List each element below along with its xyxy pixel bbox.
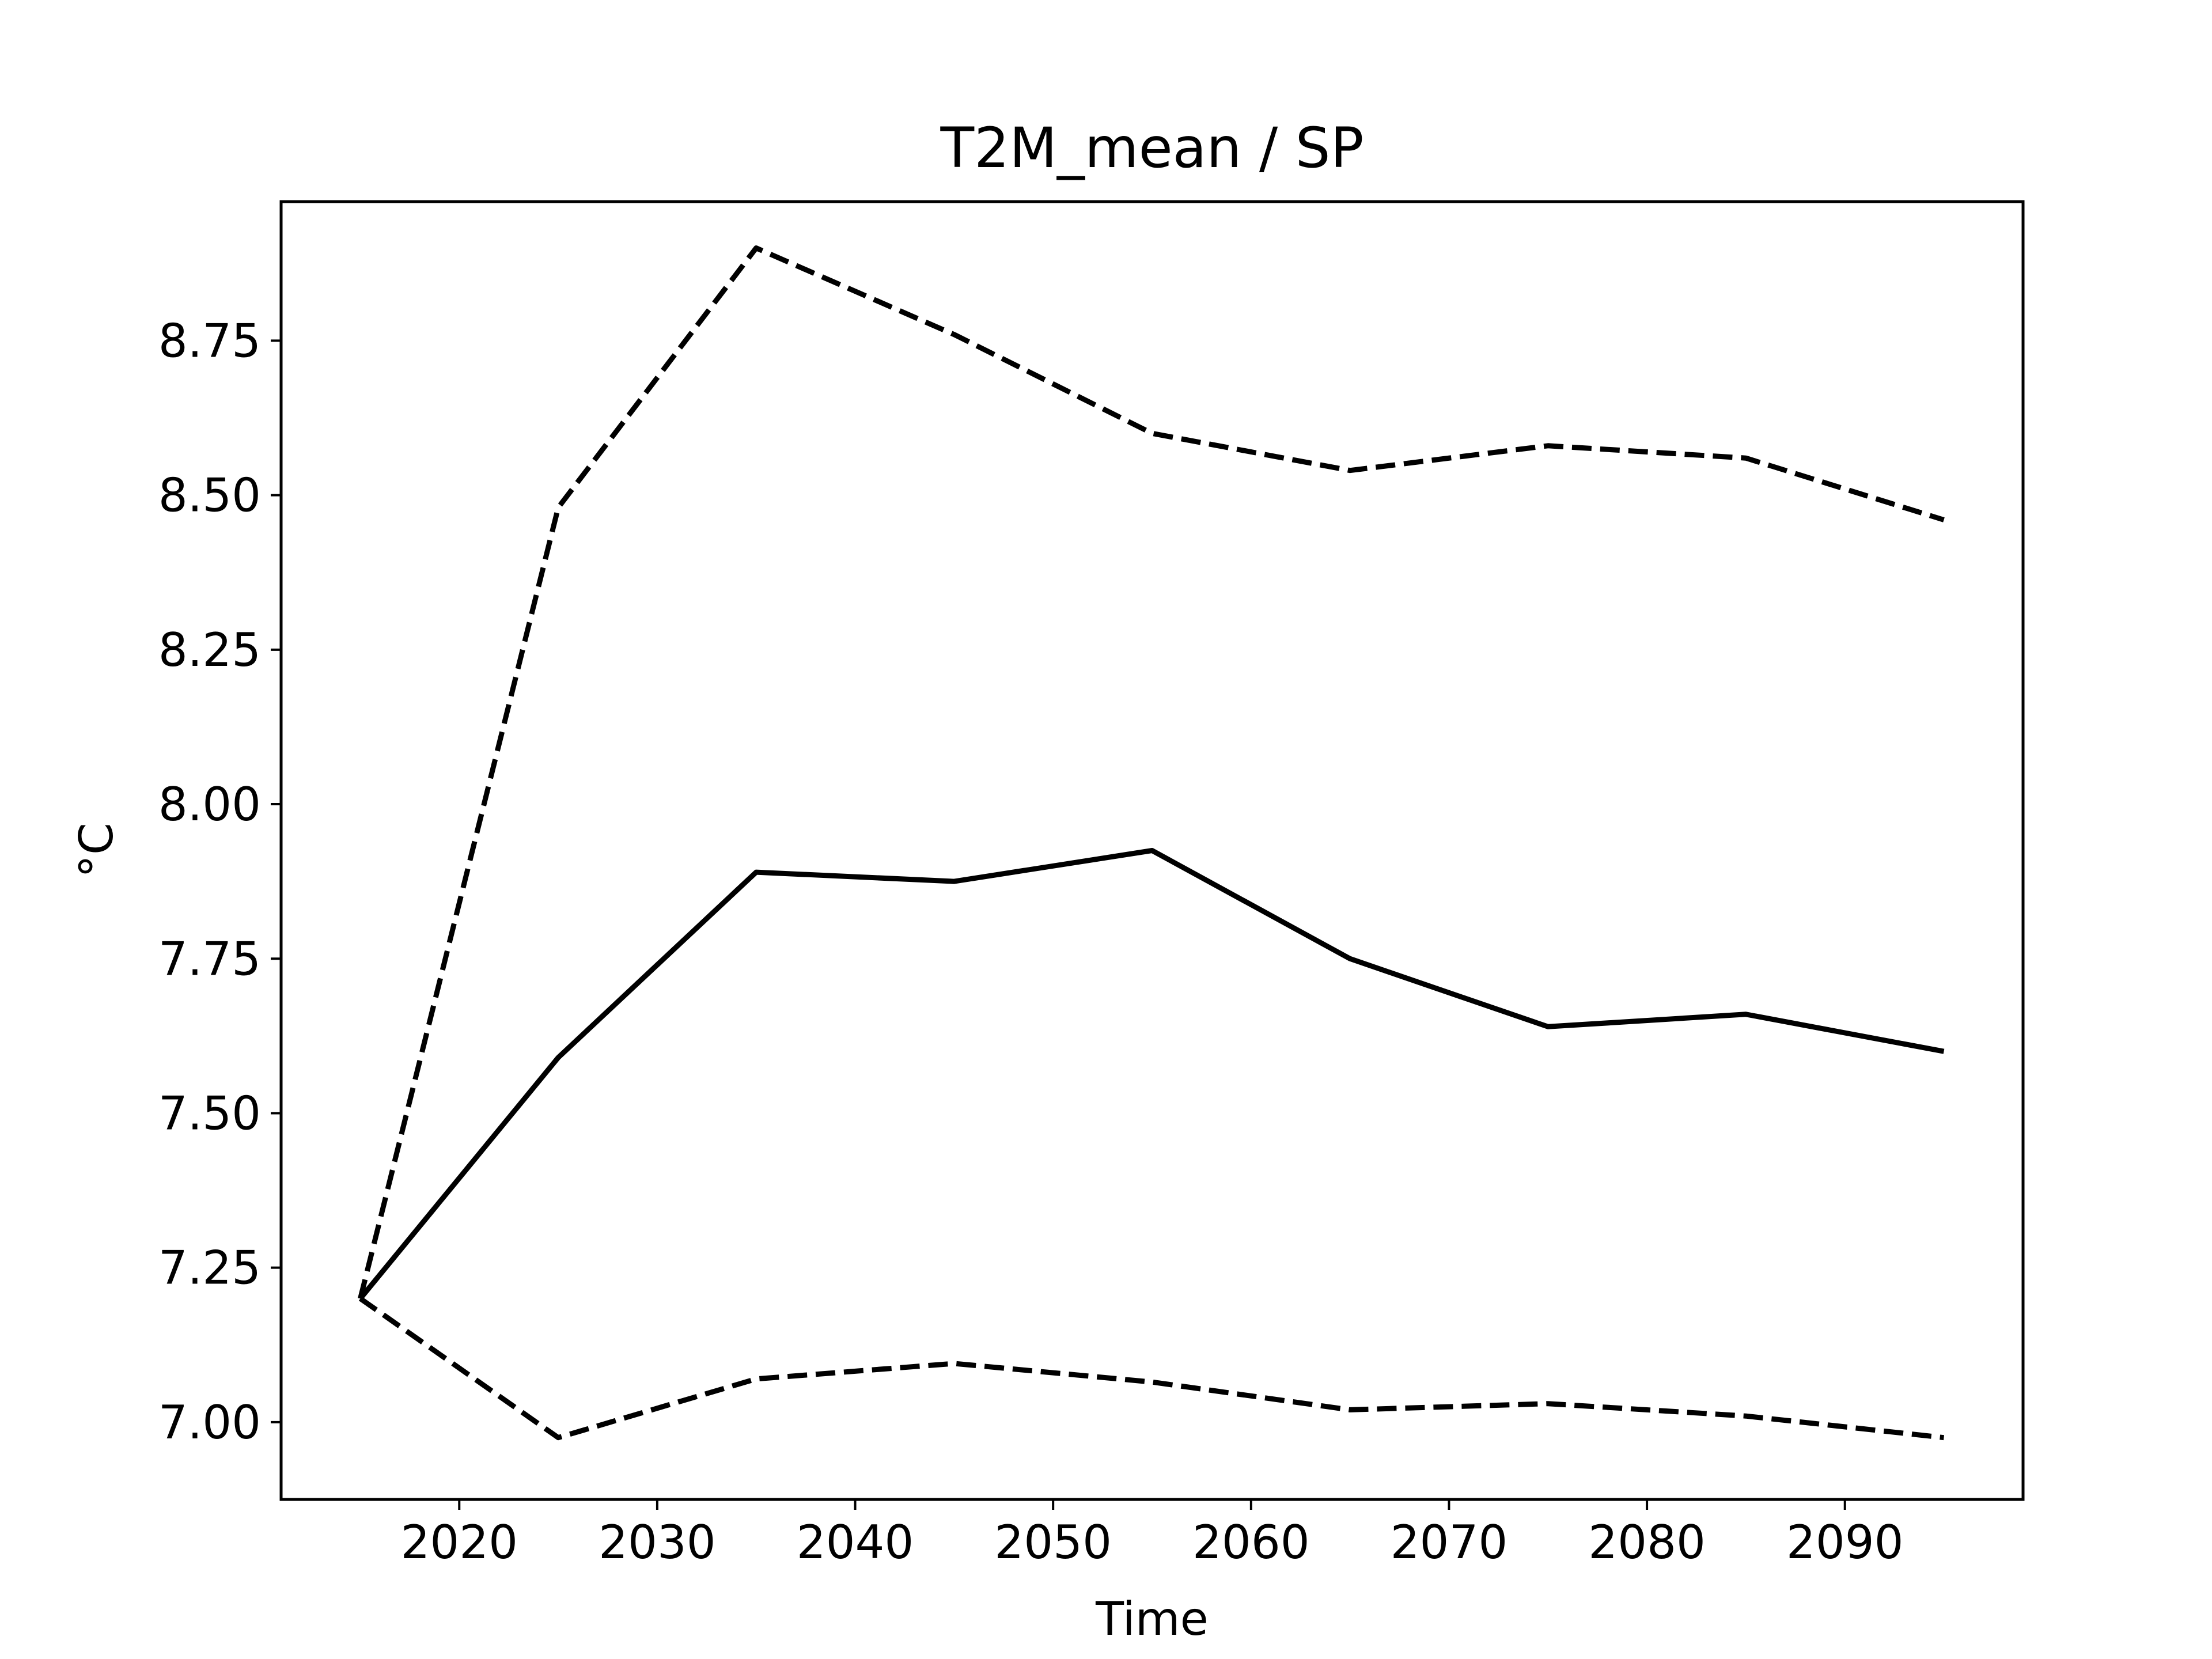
x-axis-label: Time — [1095, 1592, 1209, 1646]
y-tick-label: 8.25 — [158, 623, 261, 677]
y-tick-label: 7.00 — [158, 1396, 261, 1449]
x-tick-label: 2060 — [1192, 1516, 1310, 1569]
x-tick-label: 2020 — [400, 1516, 518, 1569]
y-tick-label: 8.75 — [158, 314, 261, 368]
x-tick-label: 2050 — [994, 1516, 1112, 1569]
plot-frame — [279, 200, 2025, 1501]
x-axis-ticks: 2020 2030 2040 2050 2060 2070 2080 2090 — [400, 1499, 1904, 1569]
x-tick-label: 2070 — [1391, 1516, 1508, 1569]
y-tick-label: 8.50 — [158, 469, 261, 522]
x-tick-label: 2040 — [797, 1516, 914, 1569]
series-layer — [358, 245, 1945, 1441]
y-tick-label: 8.00 — [158, 778, 261, 831]
series-line-1-solid — [358, 848, 1945, 1301]
y-tick-label: 7.50 — [158, 1086, 261, 1140]
x-tick-label: 2080 — [1588, 1516, 1706, 1569]
y-tick-label: 7.25 — [158, 1241, 261, 1295]
y-axis-ticks: 7.00 7.25 7.50 7.75 8.00 8.25 8.50 8.75 — [158, 314, 281, 1449]
chart-title: T2M_mean / SP — [940, 116, 1364, 180]
series-line-3-dashed — [358, 1296, 1944, 1441]
x-tick-label: 2030 — [599, 1516, 716, 1569]
y-axis-label: °C — [70, 823, 123, 878]
x-tick-label: 2090 — [1786, 1516, 1904, 1569]
y-tick-label: 7.75 — [158, 932, 261, 986]
